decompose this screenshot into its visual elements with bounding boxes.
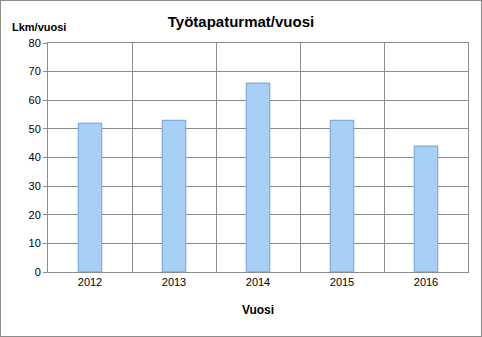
svg-text:20: 20: [29, 209, 41, 221]
svg-text:30: 30: [29, 180, 41, 192]
svg-text:2015: 2015: [330, 276, 354, 288]
svg-text:2013: 2013: [162, 276, 186, 288]
svg-text:0: 0: [35, 266, 41, 278]
svg-text:Vuosi: Vuosi: [242, 303, 274, 317]
svg-text:70: 70: [29, 65, 41, 77]
svg-text:60: 60: [29, 94, 41, 106]
svg-text:Lkm/vuosi: Lkm/vuosi: [12, 21, 66, 33]
svg-text:10: 10: [29, 237, 41, 249]
svg-text:2012: 2012: [78, 276, 102, 288]
svg-text:50: 50: [29, 123, 41, 135]
svg-text:80: 80: [29, 37, 41, 49]
svg-text:2016: 2016: [414, 276, 438, 288]
svg-text:2014: 2014: [246, 276, 270, 288]
svg-text:40: 40: [29, 151, 41, 163]
svg-text:Työtapaturmat/vuosi: Työtapaturmat/vuosi: [168, 13, 314, 30]
